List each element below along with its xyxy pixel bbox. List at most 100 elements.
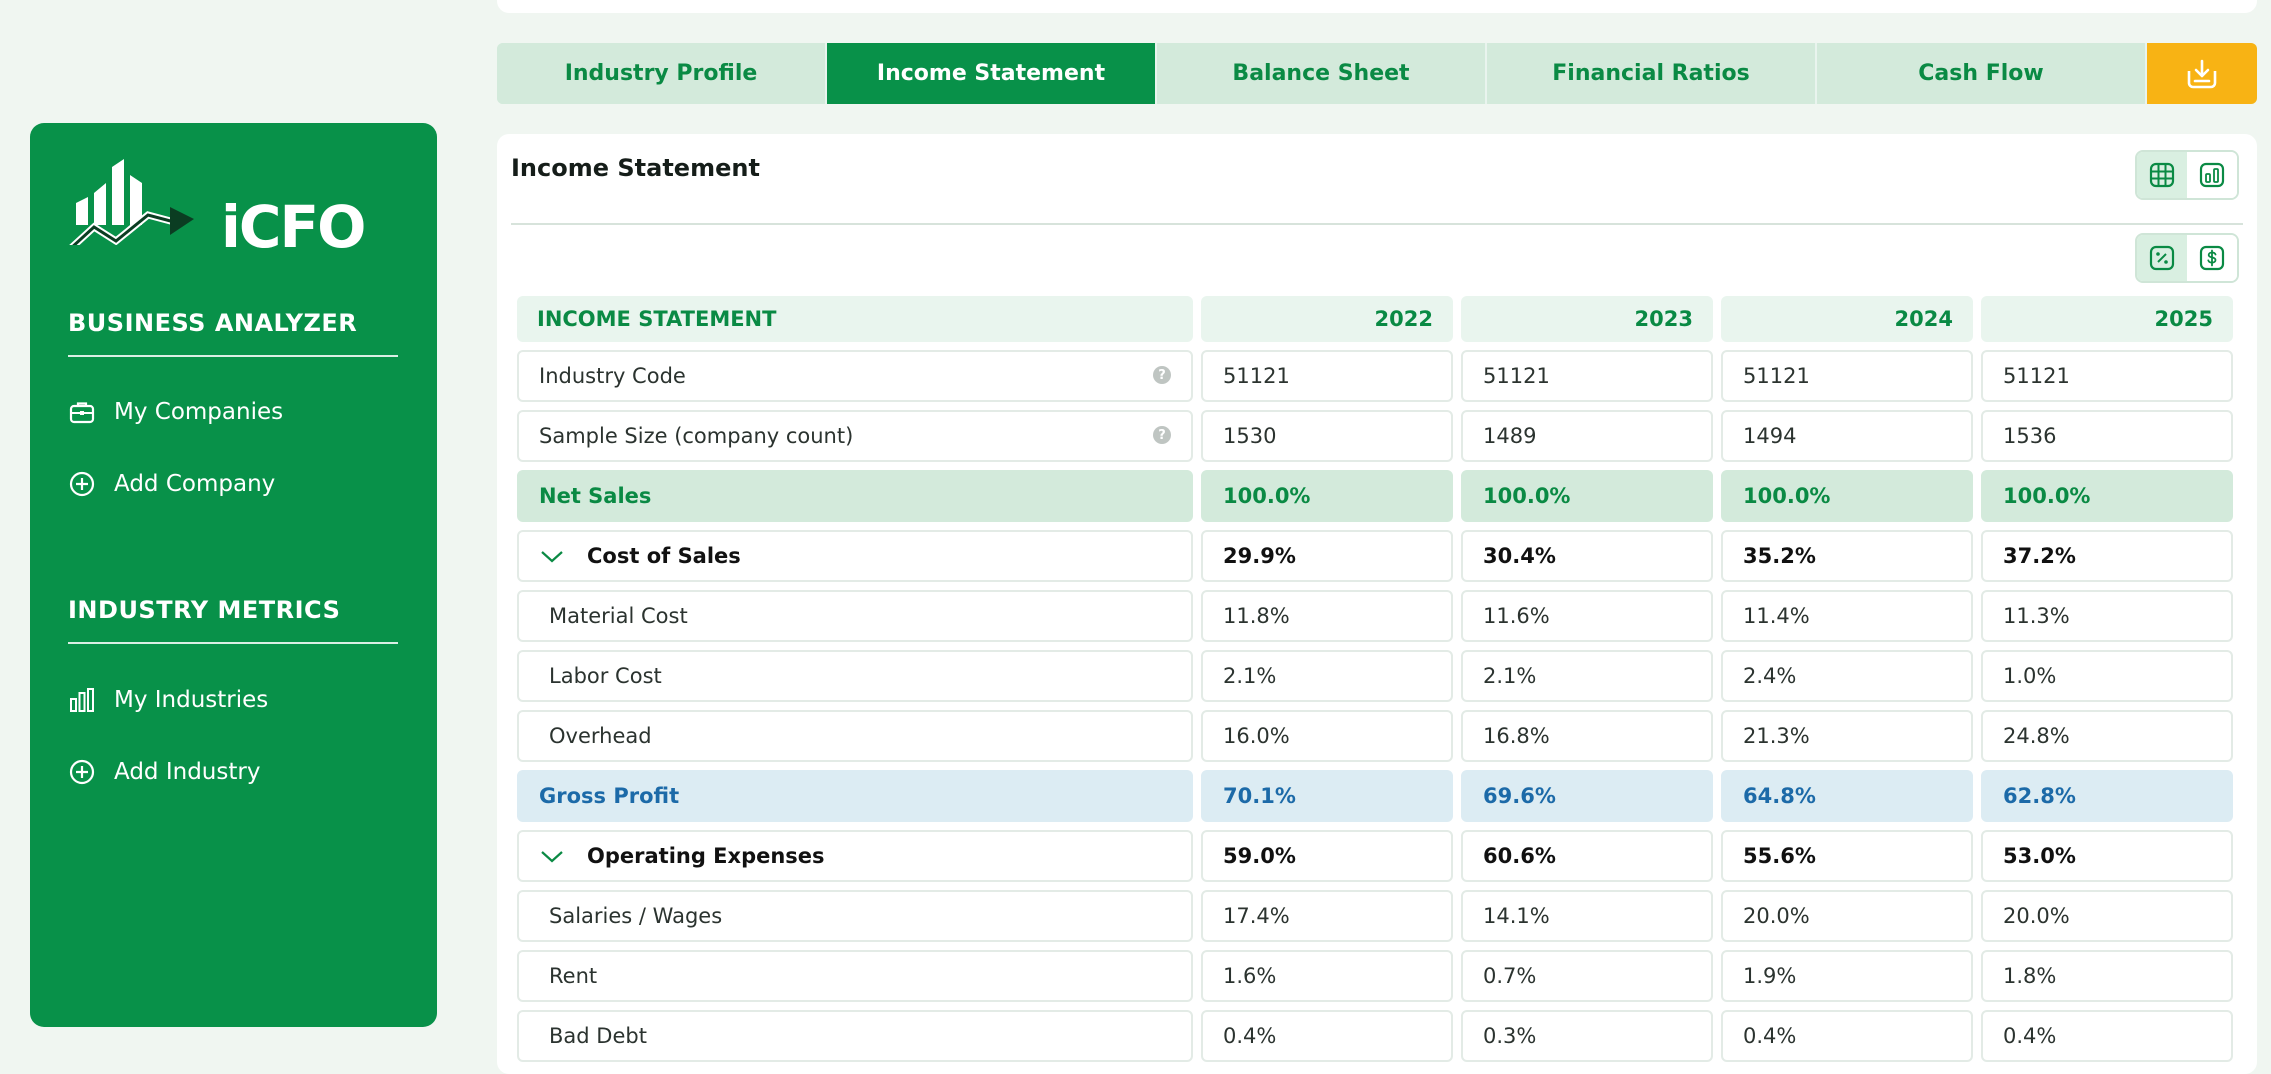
table-cell: 1.8% — [1981, 950, 2233, 1002]
help-icon[interactable]: ? — [1153, 366, 1171, 384]
bar-chart-icon — [68, 686, 96, 714]
row-label: Overhead — [517, 710, 1193, 762]
help-icon[interactable]: ? — [1153, 426, 1171, 444]
percent-view-button[interactable] — [2137, 235, 2187, 281]
table-cell: 16.8% — [1461, 710, 1713, 762]
chart-view-button[interactable] — [2187, 152, 2237, 198]
table-cell: 0.4% — [1721, 1010, 1973, 1062]
table-cell: 20.0% — [1981, 890, 2233, 942]
row-label: Rent — [517, 950, 1193, 1002]
table-row-bad-debt: Bad Debt 0.4% 0.3% 0.4% 0.4% — [517, 1010, 2233, 1062]
nav-add-company[interactable]: Add Company — [68, 464, 275, 504]
tab-industry-profile[interactable]: Industry Profile — [497, 43, 827, 104]
table-cell: 100.0% — [1981, 470, 2233, 522]
table-cell: 37.2% — [1981, 530, 2233, 582]
header-year: 2022 — [1201, 296, 1453, 342]
row-label: Gross Profit — [517, 770, 1193, 822]
table-cell: 69.6% — [1461, 770, 1713, 822]
table-cell: 0.7% — [1461, 950, 1713, 1002]
dollar-view-button[interactable] — [2187, 235, 2237, 281]
tab-balance-sheet[interactable]: Balance Sheet — [1157, 43, 1487, 104]
header-year: 2025 — [1981, 296, 2233, 342]
row-label-cell: Sample Size (company count) ? — [517, 410, 1193, 462]
sidebar: iCFO BUSINESS ANALYZER My Companies Add … — [30, 123, 437, 1027]
table-cell: 14.1% — [1461, 890, 1713, 942]
table-cell: 60.6% — [1461, 830, 1713, 882]
download-icon — [2187, 59, 2217, 88]
plus-circle-icon — [68, 470, 96, 498]
table-cell: 21.3% — [1721, 710, 1973, 762]
nav-my-industries[interactable]: My Industries — [68, 680, 268, 720]
table-cell: 2.1% — [1461, 650, 1713, 702]
income-statement-table: INCOME STATEMENT 2022 2023 2024 2025 Ind… — [509, 288, 2241, 1070]
table-cell: 64.8% — [1721, 770, 1973, 822]
logo-chart-icon — [69, 159, 194, 245]
nav-label: Add Industry — [114, 759, 261, 785]
divider — [511, 223, 2243, 225]
table-cell: 70.1% — [1201, 770, 1453, 822]
table-row-overhead: Overhead 16.0% 16.8% 21.3% 24.8% — [517, 710, 2233, 762]
plus-circle-icon — [68, 758, 96, 786]
table-cell: 51121 — [1721, 350, 1973, 402]
table-cell: 0.4% — [1981, 1010, 2233, 1062]
nav-label: My Industries — [114, 687, 269, 713]
table-cell: 55.6% — [1721, 830, 1973, 882]
row-label-cell: Industry Code ? — [517, 350, 1193, 402]
unit-toggle — [2135, 233, 2239, 283]
table-row-labor-cost: Labor Cost 2.1% 2.1% 2.4% 1.0% — [517, 650, 2233, 702]
table-cell: 51121 — [1201, 350, 1453, 402]
table-cell: 1530 — [1201, 410, 1453, 462]
row-label: Cost of Sales — [587, 543, 741, 568]
table-cell: 51121 — [1981, 350, 2233, 402]
row-label-cell[interactable]: Cost of Sales — [517, 530, 1193, 582]
table-cell: 100.0% — [1201, 470, 1453, 522]
table-row-salaries-wages: Salaries / Wages 17.4% 14.1% 20.0% 20.0% — [517, 890, 2233, 942]
income-statement-panel: Income Statement INCOME STATEMENT 2022 2… — [497, 134, 2257, 1074]
briefcase-icon — [68, 398, 96, 426]
table-header-row: INCOME STATEMENT 2022 2023 2024 2025 — [517, 296, 2233, 342]
grid-icon — [2149, 162, 2175, 188]
logo[interactable]: iCFO — [66, 145, 366, 261]
header-year: 2024 — [1721, 296, 1973, 342]
nav-my-companies[interactable]: My Companies — [68, 392, 283, 432]
row-label: Labor Cost — [517, 650, 1193, 702]
nav-add-industry[interactable]: Add Industry — [68, 752, 260, 792]
logo-text: iCFO — [221, 193, 366, 261]
download-button[interactable] — [2147, 43, 2257, 104]
table-view-button[interactable] — [2137, 152, 2187, 198]
bar-chart-icon — [2199, 162, 2225, 188]
table-row-operating-expenses[interactable]: Operating Expenses 59.0% 60.6% 55.6% 53.… — [517, 830, 2233, 882]
table-cell: 11.3% — [1981, 590, 2233, 642]
chevron-down-icon[interactable] — [539, 845, 569, 869]
row-label: Salaries / Wages — [517, 890, 1193, 942]
table-row-net-sales: Net Sales 100.0% 100.0% 100.0% 100.0% — [517, 470, 2233, 522]
table-cell: 100.0% — [1461, 470, 1713, 522]
view-toggle — [2135, 150, 2239, 200]
table-cell: 20.0% — [1721, 890, 1973, 942]
tab-financial-ratios[interactable]: Financial Ratios — [1487, 43, 1817, 104]
table-cell: 51121 — [1461, 350, 1713, 402]
table-cell: 1494 — [1721, 410, 1973, 462]
row-label-cell[interactable]: Operating Expenses — [517, 830, 1193, 882]
table-cell: 100.0% — [1721, 470, 1973, 522]
table-cell: 0.4% — [1201, 1010, 1453, 1062]
table-cell: 1489 — [1461, 410, 1713, 462]
row-label: Material Cost — [517, 590, 1193, 642]
tab-income-statement[interactable]: Income Statement — [827, 43, 1157, 104]
row-label: Bad Debt — [517, 1010, 1193, 1062]
table-cell: 30.4% — [1461, 530, 1713, 582]
table-cell: 53.0% — [1981, 830, 2233, 882]
table-cell: 0.3% — [1461, 1010, 1713, 1062]
dollar-icon — [2199, 245, 2225, 271]
tab-cash-flow[interactable]: Cash Flow — [1817, 43, 2147, 104]
table-cell: 2.1% — [1201, 650, 1453, 702]
table-row-cost-of-sales[interactable]: Cost of Sales 29.9% 30.4% 35.2% 37.2% — [517, 530, 2233, 582]
table-cell: 2.4% — [1721, 650, 1973, 702]
section-industry-metrics: INDUSTRY METRICS — [68, 596, 398, 644]
table-cell: 59.0% — [1201, 830, 1453, 882]
table-cell: 1.6% — [1201, 950, 1453, 1002]
row-label: Operating Expenses — [587, 843, 825, 868]
chevron-down-icon[interactable] — [539, 545, 569, 569]
table-cell: 35.2% — [1721, 530, 1973, 582]
header-year: 2023 — [1461, 296, 1713, 342]
